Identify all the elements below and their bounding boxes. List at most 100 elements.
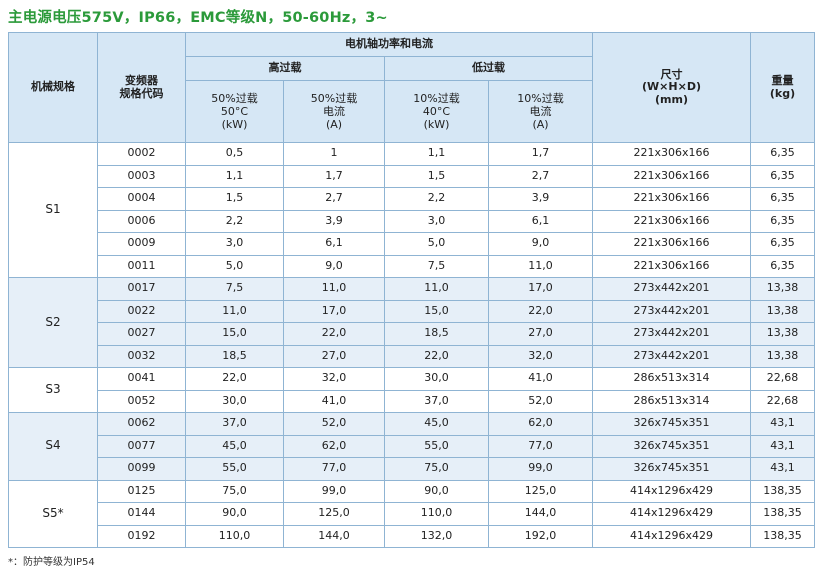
cell-lo-power: 15,0 bbox=[384, 299, 489, 323]
size-group: S5* 0125 75,0 99,0 90,0 125,0 414x1296x429 138,… bbox=[8, 479, 815, 548]
header-lo-power: 10%过载 40°C (kW) bbox=[384, 80, 489, 143]
header-line: 规格代码 bbox=[119, 86, 164, 100]
cell-dimensions: 221x306x166 bbox=[592, 142, 751, 166]
cell-lo-current: 27,0 bbox=[488, 322, 593, 346]
cell-lo-power: 11,0 bbox=[384, 277, 489, 301]
header-low-overload: 低过载 bbox=[384, 56, 593, 81]
cell-weight: 6,35 bbox=[750, 142, 815, 166]
cell-ho-current: 9,0 bbox=[283, 254, 385, 278]
header-power-current: 电机轴功率和电流 bbox=[185, 32, 593, 57]
cell-ho-current: 22,0 bbox=[283, 322, 385, 346]
cell-drive-code: 0002 bbox=[97, 142, 186, 166]
cell-ho-power: 22,0 bbox=[185, 367, 284, 391]
cell-dimensions: 221x306x166 bbox=[592, 254, 751, 278]
cell-weight: 6,35 bbox=[750, 232, 815, 256]
table-row: S3 0041 22,0 32,0 30,0 41,0 286x513x314 22,68 bbox=[8, 367, 815, 413]
cell-drive-code: 0022 bbox=[97, 299, 186, 323]
header-line: (A) bbox=[532, 118, 549, 132]
cell-ho-power: 7,5 bbox=[185, 277, 284, 301]
header-dimensions: 尺寸 (W×H×D) (mm) bbox=[592, 32, 751, 143]
cell-weight: 43,1 bbox=[750, 412, 815, 436]
cell-lo-current: 41,0 bbox=[488, 367, 593, 391]
cell-weight: 6,35 bbox=[750, 187, 815, 211]
cell-ho-current: 27,0 bbox=[283, 344, 385, 368]
header-line: 电流 bbox=[529, 104, 552, 118]
cell-dimensions: 286x513x314 bbox=[592, 367, 751, 391]
cell-lo-power: 110,0 bbox=[384, 502, 489, 526]
cell-lo-current: 99,0 bbox=[488, 457, 593, 481]
cell-dimensions: 326x745x351 bbox=[592, 412, 751, 436]
cell-ho-power: 37,0 bbox=[185, 412, 284, 436]
cell-lo-power: 18,5 bbox=[384, 322, 489, 346]
table-row: S1 0002 0,5 1 1,1 1,7 221x306x166 6,35 bbox=[8, 142, 815, 278]
cell-drive-code: 0009 bbox=[97, 232, 186, 256]
cell-weight: 13,38 bbox=[750, 344, 815, 368]
cell-drive-code: 0062 bbox=[97, 412, 186, 436]
size-group: S4 0062 37,0 52,0 45,0 62,0 326x745x351 43,1 007… bbox=[8, 412, 815, 481]
cell-ho-power: 11,0 bbox=[185, 299, 284, 323]
cell-dimensions: 414x1296x429 bbox=[592, 479, 751, 503]
cell-dimensions: 326x745x351 bbox=[592, 457, 751, 481]
cell-lo-current: 9,0 bbox=[488, 232, 593, 256]
cell-dimensions: 221x306x166 bbox=[592, 164, 751, 188]
table-row: 0006 2,2 3,9 3,0 6,1 221x306x166 6,35 bbox=[9, 209, 815, 233]
cell-lo-power: 1,1 bbox=[384, 142, 489, 166]
cell-ho-current: 17,0 bbox=[283, 299, 385, 323]
header-line: (kW) bbox=[423, 118, 450, 132]
header-line: (kW) bbox=[221, 118, 248, 132]
cell-lo-current: 1,7 bbox=[488, 142, 593, 166]
header-line: (A) bbox=[325, 118, 343, 132]
cell-dimensions: 273x442x201 bbox=[592, 299, 751, 323]
cell-lo-current: 22,0 bbox=[488, 299, 593, 323]
header-lo-current: 10%过载 电流 (A) bbox=[488, 80, 593, 143]
cell-lo-current: 32,0 bbox=[488, 344, 593, 368]
header-line: 10%过载 bbox=[517, 91, 564, 105]
cell-drive-code: 0041 bbox=[97, 367, 186, 391]
table-row: S2 0017 7,5 11,0 11,0 17,0 273x442x201 13,38 bbox=[8, 277, 815, 368]
cell-lo-power: 1,5 bbox=[384, 164, 489, 188]
header-line: 重量 bbox=[771, 73, 794, 87]
cell-ho-current: 62,0 bbox=[283, 434, 385, 458]
cell-ho-power: 1,1 bbox=[185, 164, 284, 188]
table-row: 0004 1,5 2,7 2,2 3,9 221x306x166 6,35 bbox=[9, 187, 815, 211]
cell-lo-current: 17,0 bbox=[488, 277, 593, 301]
cell-weight: 138,35 bbox=[750, 479, 815, 503]
cell-drive-code: 0006 bbox=[97, 209, 186, 233]
cell-lo-power: 22,0 bbox=[384, 344, 489, 368]
cell-lo-power: 55,0 bbox=[384, 434, 489, 458]
table-row: 0144 90,0 125,0 110,0 144,0 414x1296x429 138,3… bbox=[9, 502, 815, 526]
cell-ho-current: 41,0 bbox=[283, 389, 385, 413]
cell-lo-current: 62,0 bbox=[488, 412, 593, 436]
table-row: S4 0062 37,0 52,0 45,0 62,0 326x745x351 43,1 bbox=[8, 412, 815, 481]
cell-drive-code: 0052 bbox=[97, 389, 186, 413]
cell-weight: 138,35 bbox=[750, 502, 815, 526]
cell-mech-size: S2 bbox=[8, 277, 98, 368]
cell-ho-current: 32,0 bbox=[283, 367, 385, 391]
cell-lo-current: 3,9 bbox=[488, 187, 593, 211]
cell-lo-current: 77,0 bbox=[488, 434, 593, 458]
cell-ho-power: 90,0 bbox=[185, 502, 284, 526]
cell-ho-power: 30,0 bbox=[185, 389, 284, 413]
cell-lo-power: 5,0 bbox=[384, 232, 489, 256]
cell-ho-current: 77,0 bbox=[283, 457, 385, 481]
header-line: 50°C bbox=[220, 104, 249, 118]
header-line: (mm) bbox=[655, 92, 688, 106]
cell-ho-current: 6,1 bbox=[283, 232, 385, 256]
cell-lo-power: 75,0 bbox=[384, 457, 489, 481]
cell-ho-current: 125,0 bbox=[283, 502, 385, 526]
cell-mech-size: S4 bbox=[8, 412, 98, 481]
cell-dimensions: 273x442x201 bbox=[592, 277, 751, 301]
cell-weight: 13,38 bbox=[750, 277, 815, 301]
cell-lo-current: 52,0 bbox=[488, 389, 593, 413]
cell-ho-power: 110,0 bbox=[185, 524, 284, 548]
cell-dimensions: 273x442x201 bbox=[592, 322, 751, 346]
cell-drive-code: 0099 bbox=[97, 457, 186, 481]
cell-ho-power: 5,0 bbox=[185, 254, 284, 278]
cell-lo-current: 125,0 bbox=[488, 479, 593, 503]
header-line: (W×H×D) bbox=[642, 80, 701, 94]
header-line: 尺寸 bbox=[660, 67, 683, 81]
cell-ho-power: 18,5 bbox=[185, 344, 284, 368]
cell-ho-current: 3,9 bbox=[283, 209, 385, 233]
header-ho-current: 50%过载 电流 (A) bbox=[283, 80, 385, 143]
page-title: 主电源电压575V，IP66，EMC等级N，50-60Hz，3~ bbox=[8, 10, 388, 26]
